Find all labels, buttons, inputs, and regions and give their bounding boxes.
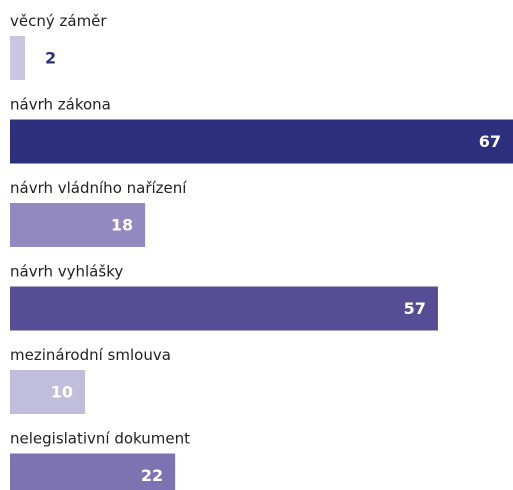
category-label: nelegislativní dokument [10, 430, 190, 448]
category-label: věcný záměr [10, 12, 107, 30]
category-label: návrh zákona [10, 96, 111, 114]
value-label: 2 [45, 49, 56, 68]
value-label: 18 [111, 216, 133, 235]
value-label: 57 [404, 299, 426, 318]
bar [10, 36, 26, 80]
bar [10, 119, 513, 164]
value-label: 10 [51, 383, 73, 402]
value-label: 67 [479, 132, 501, 151]
bar [10, 453, 176, 490]
value-label: 22 [141, 466, 163, 485]
category-label: návrh vládního nařízení [10, 179, 187, 197]
category-label: návrh vyhlášky [10, 263, 123, 281]
bar [10, 286, 438, 331]
category-label: mezinárodní smlouva [10, 346, 171, 364]
bar [10, 203, 146, 247]
bar [10, 370, 86, 414]
